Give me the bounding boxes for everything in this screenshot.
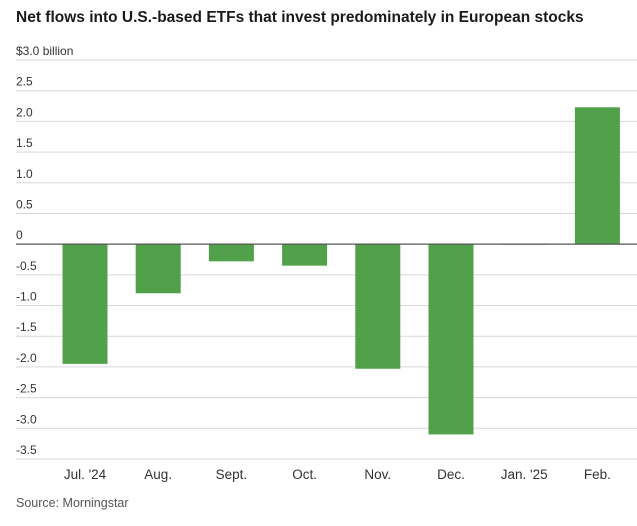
y-tick-label: -1.5	[16, 320, 37, 334]
y-tick-label: -3.5	[16, 443, 37, 457]
bar	[355, 244, 401, 369]
x-category-label: Dec.	[437, 467, 465, 482]
y-axis-tick-labels: $3.0 billion 2.5 2.0 1.5 1.0 0.5 0 -0.5 -1.0 -1.5…	[16, 44, 73, 457]
y-tick-label: -3.0	[16, 412, 37, 426]
y-tick-label: 2.5	[16, 75, 33, 89]
y-tick-label: 1.0	[16, 167, 33, 181]
x-category-label: Aug.	[144, 467, 172, 482]
y-tick-label: -2.0	[16, 351, 37, 365]
bar	[574, 107, 620, 245]
x-category-label: Jan. '25	[501, 467, 548, 482]
y-tick-label: 2.0	[16, 105, 33, 119]
x-category-label: Sept.	[216, 467, 248, 482]
gridlines	[16, 59, 637, 460]
x-category-label: Oct.	[292, 467, 317, 482]
bar	[135, 244, 181, 294]
bars	[62, 107, 620, 435]
bar	[208, 244, 254, 262]
y-tick-label: $3.0 billion	[16, 44, 73, 58]
bar	[282, 244, 328, 266]
bar	[62, 244, 108, 364]
y-tick-label: -2.5	[16, 382, 37, 396]
y-tick-label: 1.5	[16, 136, 33, 150]
x-axis-category-labels: Jul. '24 Aug. Sept. Oct. Nov. Dec. Jan. '25 Feb…	[64, 467, 611, 482]
y-tick-label: -1.0	[16, 290, 37, 304]
source-note: Source: Morningstar	[16, 496, 129, 510]
x-category-label: Feb.	[584, 467, 611, 482]
y-tick-label: -0.5	[16, 259, 37, 273]
x-category-label: Jul. '24	[64, 467, 107, 482]
chart-title: Net flows into U.S.-based ETFs that inve…	[16, 9, 584, 26]
y-tick-label: 0.5	[16, 197, 33, 211]
x-category-label: Nov.	[364, 467, 391, 482]
bar	[428, 244, 474, 435]
y-tick-label: 0	[16, 228, 23, 242]
